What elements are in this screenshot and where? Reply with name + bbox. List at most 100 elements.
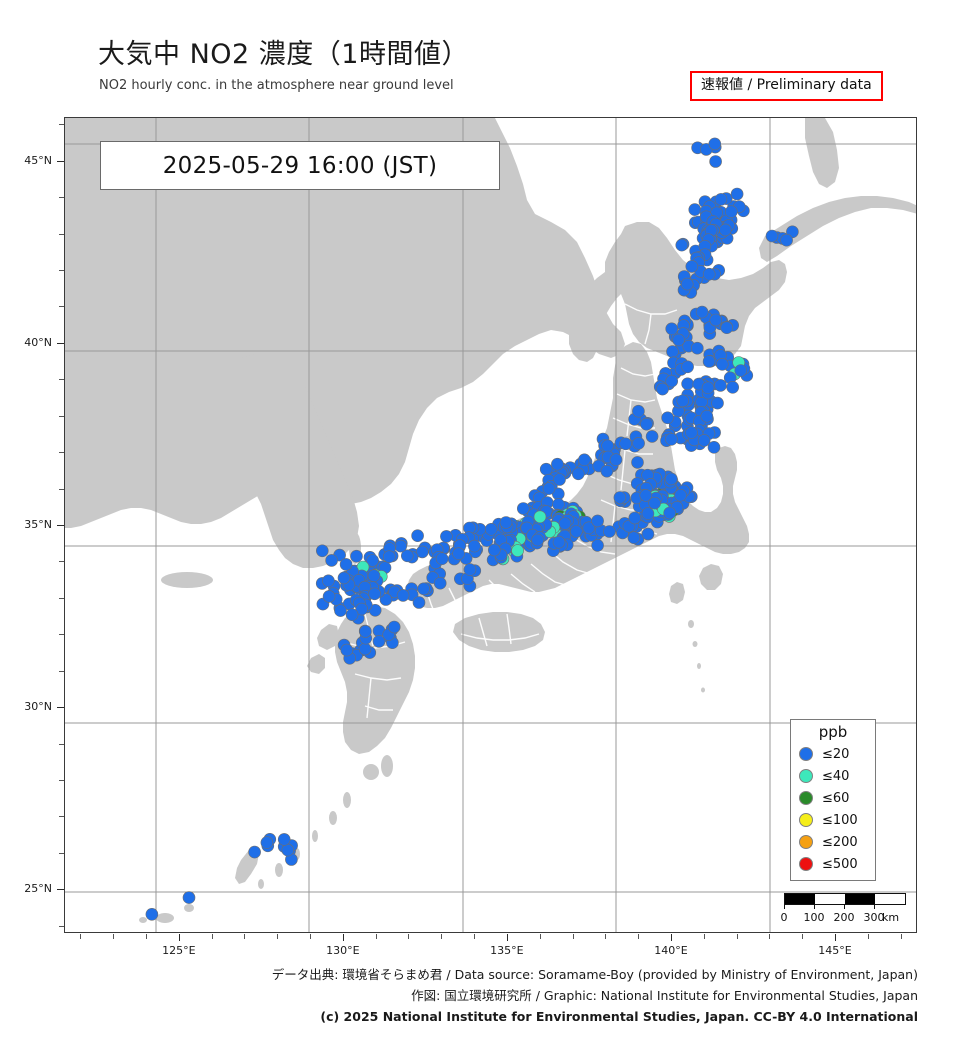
no2-station-point[interactable] bbox=[627, 531, 641, 545]
no2-station-point[interactable] bbox=[358, 642, 372, 656]
no2-station-point[interactable] bbox=[435, 552, 449, 566]
no2-station-point[interactable] bbox=[720, 321, 734, 334]
no2-station-point[interactable] bbox=[665, 322, 679, 336]
no2-station-point[interactable] bbox=[641, 527, 655, 541]
no2-station-point[interactable] bbox=[511, 544, 524, 557]
no2-station-point[interactable] bbox=[641, 507, 655, 520]
no2-station-point[interactable] bbox=[666, 345, 679, 358]
no2-station-point[interactable] bbox=[591, 514, 604, 528]
no2-station-point[interactable] bbox=[400, 549, 414, 563]
no2-station-point[interactable] bbox=[551, 457, 564, 471]
no2-station-point[interactable] bbox=[690, 341, 704, 355]
no2-station-point[interactable] bbox=[355, 602, 369, 616]
no2-station-point[interactable] bbox=[715, 358, 729, 371]
no2-station-point[interactable] bbox=[334, 604, 347, 617]
no2-station-point[interactable] bbox=[533, 510, 547, 524]
no2-station-point[interactable] bbox=[663, 506, 677, 520]
no2-station-point[interactable] bbox=[674, 488, 687, 502]
no2-station-point[interactable] bbox=[672, 333, 685, 347]
no2-station-point[interactable] bbox=[281, 843, 295, 857]
no2-station-point[interactable] bbox=[702, 267, 716, 281]
no2-station-point[interactable] bbox=[664, 472, 678, 486]
no2-station-point[interactable] bbox=[569, 525, 583, 538]
no2-station-point[interactable] bbox=[591, 539, 604, 552]
no2-station-point[interactable] bbox=[452, 547, 465, 561]
no2-station-point[interactable] bbox=[702, 355, 716, 368]
no2-station-point[interactable] bbox=[603, 525, 616, 538]
no2-station-point[interactable] bbox=[718, 223, 732, 237]
no2-station-point[interactable] bbox=[701, 381, 715, 395]
no2-station-point[interactable] bbox=[379, 593, 393, 606]
no2-station-point[interactable] bbox=[337, 571, 351, 585]
no2-station-point[interactable] bbox=[726, 380, 740, 394]
no2-station-point[interactable] bbox=[695, 305, 709, 319]
no2-station-point[interactable] bbox=[248, 845, 261, 859]
no2-station-point[interactable] bbox=[552, 498, 565, 511]
no2-station-point[interactable] bbox=[665, 432, 678, 446]
no2-station-point[interactable] bbox=[600, 464, 614, 478]
no2-station-point[interactable] bbox=[609, 453, 623, 467]
no2-station-point[interactable] bbox=[542, 482, 556, 495]
no2-station-point[interactable] bbox=[631, 456, 644, 469]
no2-station-point[interactable] bbox=[366, 554, 379, 567]
no2-station-point[interactable] bbox=[676, 394, 690, 408]
no2-station-points-layer[interactable] bbox=[145, 137, 799, 921]
no2-station-point[interactable] bbox=[685, 260, 699, 273]
no2-station-point[interactable] bbox=[685, 426, 698, 439]
no2-station-point[interactable] bbox=[640, 417, 653, 431]
no2-station-point[interactable] bbox=[433, 576, 447, 590]
no2-station-point[interactable] bbox=[632, 404, 645, 418]
no2-station-point[interactable] bbox=[681, 360, 694, 374]
no2-station-point[interactable] bbox=[619, 437, 632, 451]
no2-station-point[interactable] bbox=[182, 891, 196, 904]
no2-station-point[interactable] bbox=[675, 238, 689, 252]
no2-station-point[interactable] bbox=[340, 643, 354, 657]
no2-station-point[interactable] bbox=[394, 539, 408, 553]
no2-station-point[interactable] bbox=[707, 440, 721, 454]
no2-station-point[interactable] bbox=[661, 411, 674, 425]
no2-station-point[interactable] bbox=[724, 205, 738, 218]
no2-station-point[interactable] bbox=[350, 549, 363, 563]
no2-station-point[interactable] bbox=[396, 589, 410, 602]
no2-station-point[interactable] bbox=[552, 535, 566, 549]
map-panel[interactable] bbox=[64, 117, 917, 933]
no2-station-point[interactable] bbox=[628, 511, 642, 525]
no2-station-point[interactable] bbox=[345, 608, 359, 622]
no2-station-point[interactable] bbox=[571, 467, 585, 481]
no2-station-point[interactable] bbox=[680, 277, 694, 291]
no2-station-point[interactable] bbox=[558, 517, 572, 530]
no2-station-point[interactable] bbox=[730, 187, 744, 201]
no2-station-point[interactable] bbox=[734, 364, 748, 377]
no2-station-point[interactable] bbox=[484, 522, 498, 536]
no2-station-point[interactable] bbox=[417, 582, 431, 596]
no2-station-point[interactable] bbox=[714, 193, 728, 206]
legend-item-20[interactable]: ≤20 bbox=[791, 743, 875, 765]
no2-station-point[interactable] bbox=[499, 516, 513, 529]
no2-station-point[interactable] bbox=[711, 396, 724, 410]
no2-station-point[interactable] bbox=[412, 596, 426, 609]
no2-station-point[interactable] bbox=[613, 491, 627, 504]
no2-station-point[interactable] bbox=[700, 409, 714, 423]
no2-station-point[interactable] bbox=[645, 430, 659, 443]
no2-station-point[interactable] bbox=[578, 453, 591, 467]
no2-station-point[interactable] bbox=[665, 374, 679, 388]
no2-station-point[interactable] bbox=[322, 574, 335, 588]
no2-station-point[interactable] bbox=[325, 554, 338, 567]
no2-station-point[interactable] bbox=[708, 137, 722, 151]
no2-station-point[interactable] bbox=[709, 155, 722, 168]
legend-item-40[interactable]: ≤40 bbox=[791, 765, 875, 787]
no2-station-point[interactable] bbox=[322, 590, 336, 603]
no2-station-point[interactable] bbox=[463, 563, 477, 576]
no2-station-point[interactable] bbox=[359, 625, 372, 638]
no2-station-point[interactable] bbox=[368, 587, 381, 601]
no2-station-point[interactable] bbox=[601, 439, 614, 453]
no2-station-point[interactable] bbox=[709, 313, 723, 327]
no2-station-point[interactable] bbox=[765, 229, 779, 243]
no2-station-point[interactable] bbox=[780, 233, 793, 247]
legend-item-100[interactable]: ≤100 bbox=[791, 809, 875, 831]
no2-station-point[interactable] bbox=[468, 539, 481, 553]
legend-item-500[interactable]: ≤500 bbox=[791, 853, 875, 875]
no2-station-point[interactable] bbox=[145, 907, 159, 921]
no2-station-point[interactable] bbox=[688, 203, 702, 216]
no2-station-point[interactable] bbox=[656, 382, 669, 396]
